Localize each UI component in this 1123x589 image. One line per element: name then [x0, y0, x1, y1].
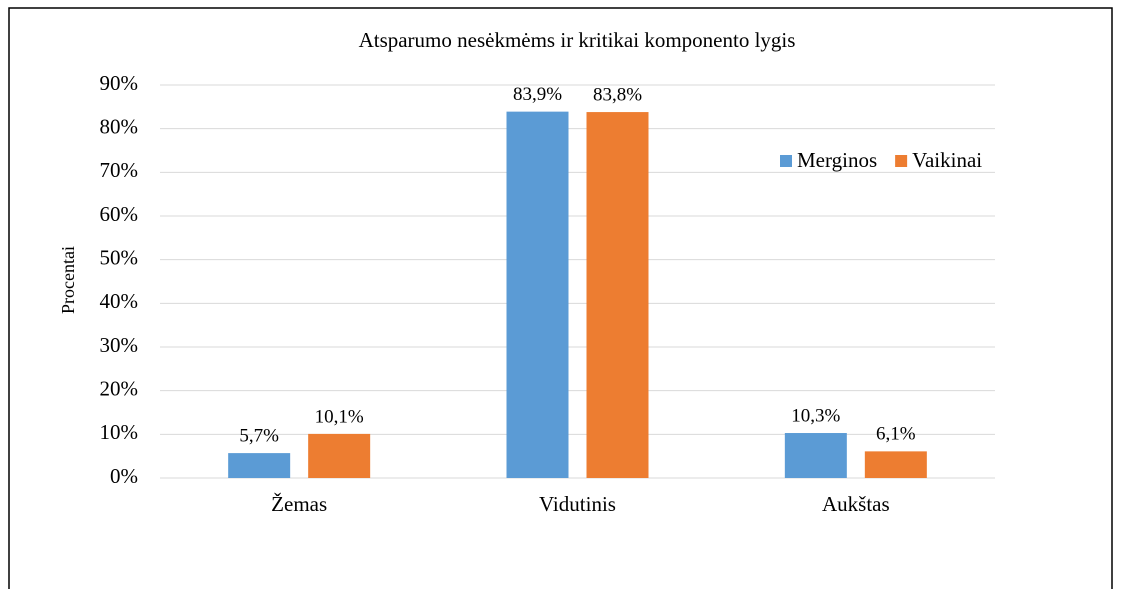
frame: [8, 7, 1113, 589]
x-tick-label: Vidutinis: [539, 492, 616, 516]
y-axis-label: Procentai: [58, 246, 78, 314]
data-label: 6,1%: [876, 424, 916, 445]
x-tick-label: Žemas: [271, 492, 327, 516]
data-label: 83,8%: [593, 84, 642, 105]
y-tick-label: 10%: [100, 420, 139, 444]
legend-label: Vaikinai: [912, 148, 982, 172]
bar: [586, 112, 649, 478]
chart-title: Atsparumo nesėkmėms ir kritikai komponen…: [359, 28, 796, 52]
y-tick-label: 70%: [100, 158, 139, 182]
data-label: 83,9%: [513, 84, 562, 105]
data-label: 10,3%: [791, 405, 840, 426]
y-tick-label: 30%: [100, 333, 139, 357]
legend-label: Merginos: [797, 148, 877, 172]
bar: [228, 453, 291, 478]
y-tick-label: 60%: [100, 202, 139, 226]
y-tick-label: 90%: [100, 71, 139, 95]
x-tick-label: Aukštas: [822, 492, 890, 516]
bar: [864, 451, 927, 478]
y-tick-label: 80%: [100, 114, 139, 138]
bar: [506, 111, 569, 479]
data-label: 5,7%: [239, 425, 279, 446]
y-tick-label: 40%: [100, 289, 139, 313]
data-label: 10,1%: [315, 406, 364, 427]
y-tick-label: 50%: [100, 245, 139, 269]
bar: [784, 433, 847, 478]
legend-swatch: [780, 155, 792, 167]
legend-swatch: [895, 155, 908, 167]
y-tick-label: 20%: [100, 376, 139, 400]
y-tick-label: 0%: [110, 464, 138, 488]
bar: [308, 433, 371, 478]
